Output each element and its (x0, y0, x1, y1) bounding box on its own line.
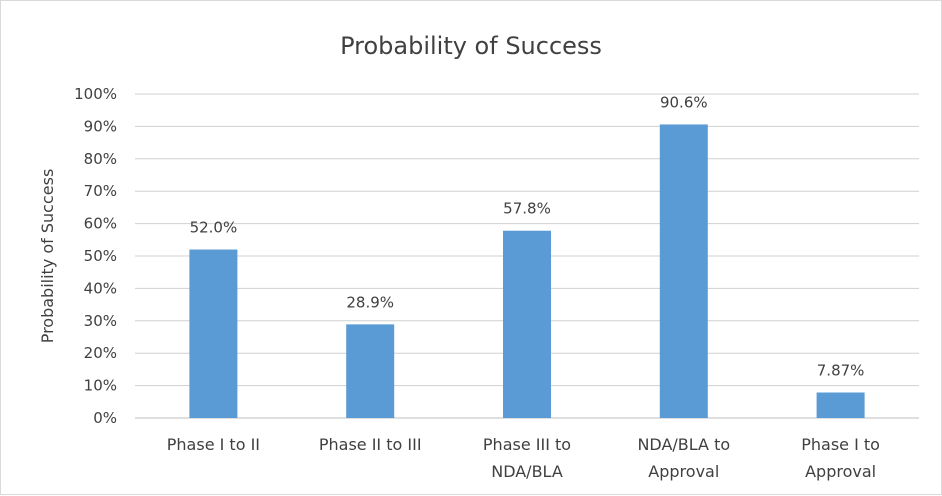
bar (659, 124, 708, 419)
data-label: 90.6% (660, 93, 708, 111)
data-labels: 52.0% 28.9% 57.8% 90.6% 7.87% (190, 93, 865, 379)
bar (346, 324, 395, 418)
y-tick-label: 50% (84, 247, 117, 265)
data-label: 57.8% (503, 200, 551, 218)
data-label: 28.9% (346, 293, 394, 311)
category-label: Phase I to II (167, 435, 260, 454)
y-tick-label: 70% (84, 182, 117, 200)
y-tick-label: 80% (84, 150, 117, 168)
y-tick-label: 90% (84, 117, 117, 135)
bars (189, 124, 865, 419)
y-tick-label: 60% (84, 215, 117, 233)
y-tick-label: 40% (84, 279, 117, 297)
y-tick-label: 0% (93, 409, 117, 427)
category-label: Approval (805, 462, 876, 481)
y-axis-label: Probability of Success (38, 169, 57, 344)
y-tick-label: 100% (74, 85, 117, 103)
category-label: NDA/BLA (491, 462, 563, 481)
x-axis-categories: Phase I to II Phase II to III Phase III to… (167, 435, 880, 481)
bar (189, 249, 238, 418)
category-label: Phase III to (483, 435, 571, 454)
y-tick-label: 10% (84, 377, 117, 395)
y-axis-ticks: 0% 10% 20% 30% 40% 50% 60% 70% 80% 90% 100% (74, 85, 117, 427)
data-label: 7.87% (817, 362, 865, 380)
bar (503, 230, 551, 418)
category-label: NDA/BLA to (637, 435, 730, 454)
chart-title: Probability of Success (340, 32, 602, 60)
category-label: Phase I to (801, 435, 880, 454)
data-label: 52.0% (190, 219, 238, 237)
bar (816, 392, 865, 418)
category-label: Phase II to III (319, 435, 422, 454)
y-tick-label: 30% (84, 312, 117, 330)
y-tick-label: 20% (84, 344, 117, 362)
category-label: Approval (648, 462, 719, 481)
